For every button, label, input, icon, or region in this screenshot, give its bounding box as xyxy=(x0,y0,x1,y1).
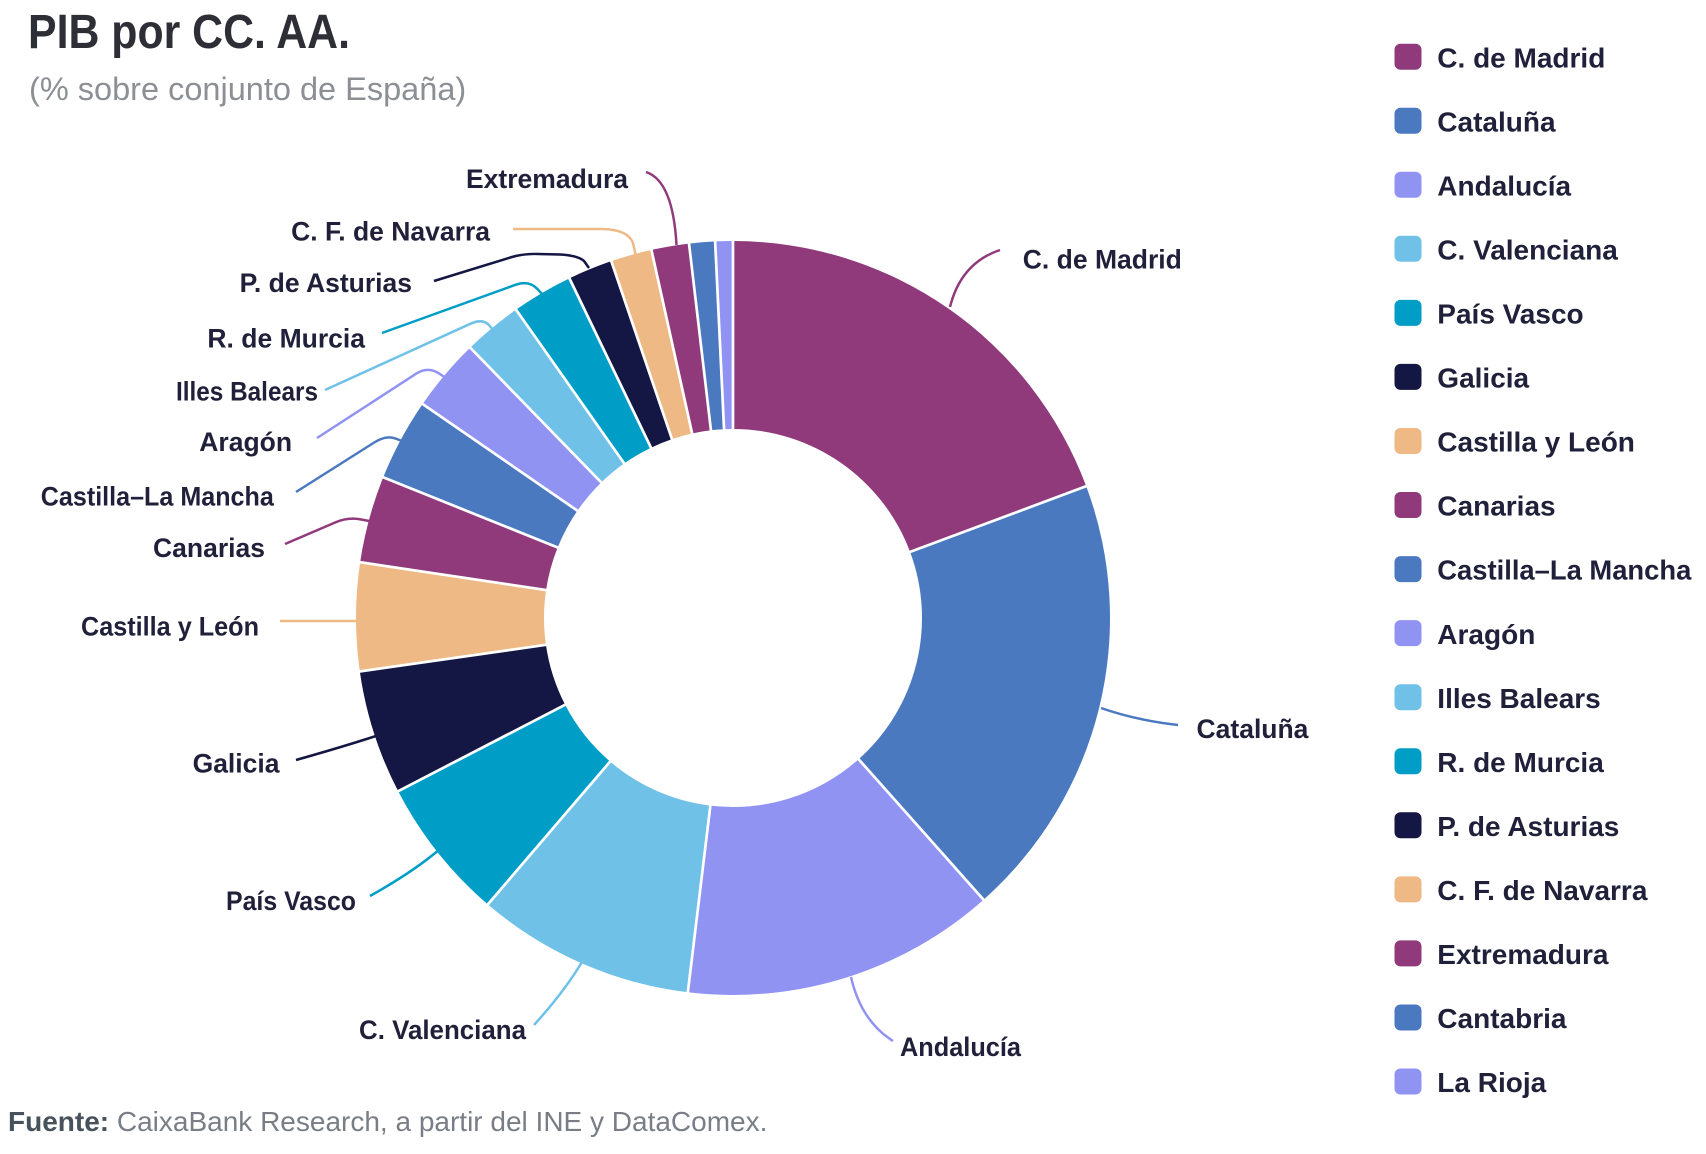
svg-text:Cataluña: Cataluña xyxy=(1197,714,1309,744)
svg-text:Castilla y León: Castilla y León xyxy=(81,612,259,642)
svg-text:Extremadura: Extremadura xyxy=(466,164,628,194)
svg-text:C. F. de Navarra: C. F. de Navarra xyxy=(1437,875,1648,906)
svg-text:C. Valenciana: C. Valenciana xyxy=(1437,234,1618,265)
svg-text:Illes Balears: Illes Balears xyxy=(1437,683,1600,714)
svg-text:Extremadura: Extremadura xyxy=(1437,939,1609,970)
svg-text:Andalucía: Andalucía xyxy=(1437,170,1571,201)
svg-text:La Rioja: La Rioja xyxy=(1437,1067,1546,1098)
svg-text:R. de Murcia: R. de Murcia xyxy=(1437,747,1604,778)
svg-text:Aragón: Aragón xyxy=(199,427,292,457)
svg-text:Andalucía: Andalucía xyxy=(900,1032,1021,1062)
svg-text:País Vasco: País Vasco xyxy=(1437,299,1583,330)
svg-text:PIB por CC. AA.: PIB por CC. AA. xyxy=(28,6,350,59)
svg-text:Cataluña: Cataluña xyxy=(1437,106,1556,137)
svg-text:P. de Asturias: P. de Asturias xyxy=(240,268,412,298)
svg-text:Castilla–La Mancha: Castilla–La Mancha xyxy=(1437,555,1691,586)
svg-text:(% sobre conjunto de España): (% sobre conjunto de España) xyxy=(29,71,466,107)
svg-text:Illes Balears: Illes Balears xyxy=(176,377,318,407)
svg-text:Canarias: Canarias xyxy=(153,533,265,563)
svg-text:Castilla–La Mancha: Castilla–La Mancha xyxy=(41,482,274,512)
svg-text:R. de Murcia: R. de Murcia xyxy=(207,324,365,354)
svg-text:C. de Madrid: C. de Madrid xyxy=(1437,42,1605,73)
svg-text:Cantabria: Cantabria xyxy=(1437,1003,1567,1034)
svg-text:Canarias: Canarias xyxy=(1437,491,1555,522)
svg-text:Castilla y León: Castilla y León xyxy=(1437,427,1635,458)
svg-text:Fuente: CaixaBank Research, a: Fuente: CaixaBank Research, a partir del… xyxy=(8,1106,767,1137)
svg-text:C. F. de Navarra: C. F. de Navarra xyxy=(291,217,490,247)
svg-text:Galicia: Galicia xyxy=(193,749,280,779)
svg-text:Aragón: Aragón xyxy=(1437,619,1535,650)
svg-text:P. de Asturias: P. de Asturias xyxy=(1437,811,1619,842)
svg-text:Galicia: Galicia xyxy=(1437,363,1529,394)
svg-text:C. Valenciana: C. Valenciana xyxy=(359,1015,526,1045)
svg-text:País Vasco: País Vasco xyxy=(226,886,356,916)
svg-text:C. de Madrid: C. de Madrid xyxy=(1023,245,1182,275)
